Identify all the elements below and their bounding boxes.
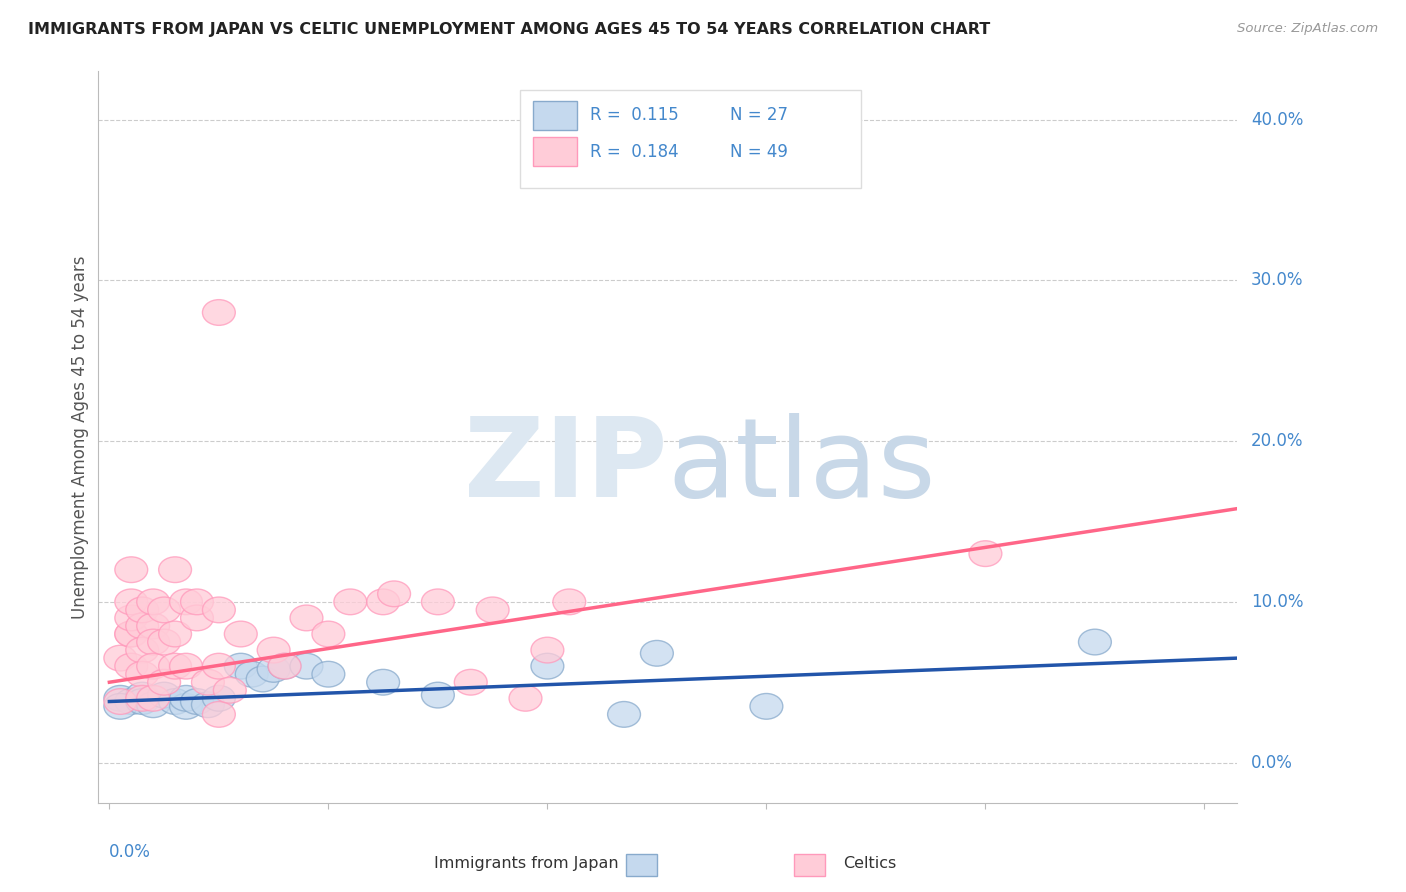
Ellipse shape [749,693,783,719]
Text: Source: ZipAtlas.com: Source: ZipAtlas.com [1237,22,1378,36]
Ellipse shape [125,689,159,714]
Ellipse shape [367,589,399,615]
FancyBboxPatch shape [520,90,862,188]
Ellipse shape [202,597,235,623]
Ellipse shape [125,682,159,708]
Ellipse shape [607,701,641,727]
Ellipse shape [180,689,214,714]
Ellipse shape [191,669,225,695]
Y-axis label: Unemployment Among Ages 45 to 54 years: Unemployment Among Ages 45 to 54 years [70,255,89,619]
Text: 20.0%: 20.0% [1251,432,1303,450]
Ellipse shape [125,685,159,711]
Ellipse shape [312,621,344,647]
Ellipse shape [115,653,148,679]
Ellipse shape [104,689,136,714]
Ellipse shape [115,621,148,647]
Ellipse shape [333,589,367,615]
Text: N = 49: N = 49 [731,143,789,161]
Ellipse shape [180,605,214,631]
Ellipse shape [170,589,202,615]
Ellipse shape [170,685,202,711]
Text: 0.0%: 0.0% [1251,754,1294,772]
Ellipse shape [378,581,411,607]
Text: 40.0%: 40.0% [1251,111,1303,128]
Ellipse shape [104,685,136,711]
Ellipse shape [159,689,191,714]
Text: ZIP: ZIP [464,413,668,520]
Ellipse shape [115,589,148,615]
Text: 30.0%: 30.0% [1251,271,1303,289]
Ellipse shape [269,653,301,679]
Ellipse shape [148,629,180,655]
Ellipse shape [225,653,257,679]
Ellipse shape [159,621,191,647]
Ellipse shape [202,653,235,679]
Ellipse shape [125,597,159,623]
Ellipse shape [115,621,148,647]
Ellipse shape [290,653,323,679]
Ellipse shape [509,685,541,711]
Ellipse shape [115,605,148,631]
Text: atlas: atlas [668,413,936,520]
Ellipse shape [422,589,454,615]
Text: 10.0%: 10.0% [1251,593,1303,611]
Text: R =  0.115: R = 0.115 [591,106,679,124]
Ellipse shape [202,685,235,711]
Ellipse shape [235,661,269,687]
Ellipse shape [202,300,235,326]
Ellipse shape [257,657,290,682]
Ellipse shape [136,692,170,717]
Ellipse shape [115,557,148,582]
Text: N = 27: N = 27 [731,106,789,124]
Ellipse shape [225,621,257,647]
Ellipse shape [531,637,564,663]
Ellipse shape [290,605,323,631]
Ellipse shape [422,682,454,708]
Ellipse shape [148,597,180,623]
Ellipse shape [1078,629,1111,655]
Text: R =  0.184: R = 0.184 [591,143,679,161]
Ellipse shape [367,669,399,695]
Ellipse shape [246,666,280,692]
Ellipse shape [553,589,586,615]
Text: 0.0%: 0.0% [110,843,152,861]
Ellipse shape [641,640,673,666]
Ellipse shape [170,693,202,719]
Ellipse shape [214,677,246,703]
Text: IMMIGRANTS FROM JAPAN VS CELTIC UNEMPLOYMENT AMONG AGES 45 TO 54 YEARS CORRELATI: IMMIGRANTS FROM JAPAN VS CELTIC UNEMPLOY… [28,22,990,37]
FancyBboxPatch shape [533,101,576,130]
Ellipse shape [170,653,202,679]
Ellipse shape [104,645,136,671]
Ellipse shape [269,653,301,679]
Ellipse shape [454,669,486,695]
FancyBboxPatch shape [533,137,576,167]
Ellipse shape [969,541,1002,566]
Ellipse shape [136,589,170,615]
Ellipse shape [125,637,159,663]
Ellipse shape [104,693,136,719]
Ellipse shape [477,597,509,623]
Ellipse shape [125,661,159,687]
Ellipse shape [180,589,214,615]
Text: Celtics: Celtics [844,856,897,871]
Ellipse shape [115,689,148,714]
Ellipse shape [136,653,170,679]
Ellipse shape [136,629,170,655]
Ellipse shape [148,669,180,695]
Ellipse shape [202,701,235,727]
Ellipse shape [125,613,159,639]
Text: Immigrants from Japan: Immigrants from Japan [434,856,619,871]
Ellipse shape [159,653,191,679]
Ellipse shape [191,692,225,717]
Ellipse shape [148,682,180,708]
Ellipse shape [136,685,170,711]
Ellipse shape [312,661,344,687]
Ellipse shape [136,613,170,639]
Ellipse shape [531,653,564,679]
Ellipse shape [257,637,290,663]
Ellipse shape [159,557,191,582]
